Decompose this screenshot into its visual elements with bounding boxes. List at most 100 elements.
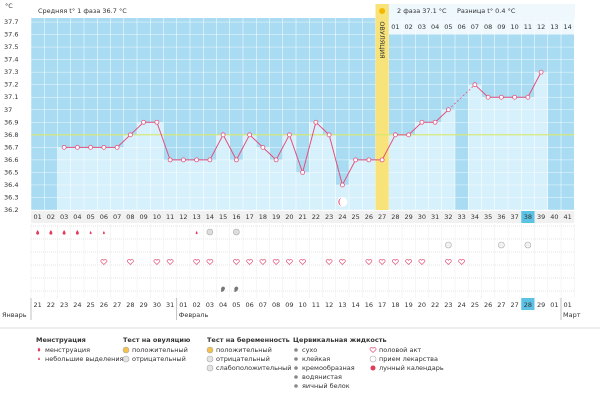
post-ovulation-day: 11	[524, 23, 532, 31]
temperature-bar	[57, 147, 71, 210]
day-number: 39	[537, 213, 545, 221]
temperature-point	[379, 157, 385, 163]
day-number: 16	[232, 213, 240, 221]
day-number: 40	[550, 213, 558, 221]
legend-title: Цервикальная жидкость	[293, 336, 387, 344]
date-label: 27	[497, 301, 505, 309]
temperature-point	[472, 82, 478, 88]
date-label: 30	[153, 301, 161, 309]
date-label: 02	[192, 301, 200, 309]
intercourse-icon	[246, 259, 253, 265]
date-label: 25	[86, 301, 94, 309]
date-label: 18	[391, 301, 399, 309]
day-number: 41	[563, 213, 571, 221]
date-label: 03	[206, 301, 214, 309]
day-number: 23	[325, 213, 333, 221]
date-label: 22	[431, 301, 439, 309]
temperature-bar	[296, 172, 310, 210]
today-cell	[521, 211, 535, 223]
legend-item: положительный	[216, 346, 272, 354]
temperature-point	[220, 132, 226, 138]
day-number: 35	[484, 213, 492, 221]
intercourse-icon	[286, 259, 293, 265]
legend-item: сухо	[302, 346, 317, 354]
temperature-point	[445, 107, 451, 113]
creamy-icon	[221, 286, 226, 292]
legend-icon	[206, 346, 214, 354]
temperature-point	[525, 94, 531, 100]
temperature-bar	[256, 147, 270, 210]
y-tick-label: 36.7	[4, 143, 18, 151]
legend-item: прием лекарства	[379, 355, 438, 363]
date-label: 21	[33, 301, 41, 309]
day-number: 13	[192, 213, 200, 221]
y-unit: °C	[5, 2, 13, 10]
temperature-bar	[150, 122, 164, 210]
day-number: 11	[166, 213, 174, 221]
y-tick-label: 37	[4, 106, 12, 114]
menstruation-icon	[49, 230, 53, 235]
today-date-cell	[521, 298, 535, 310]
temperature-point	[101, 144, 107, 150]
temperature-bar	[521, 97, 535, 210]
date-label: 27	[510, 301, 518, 309]
intercourse-icon	[325, 259, 333, 265]
y-tick-label: 36.9	[4, 118, 18, 126]
day-number: 24	[338, 213, 346, 221]
date-label: 23	[444, 301, 452, 309]
day-number: 03	[60, 213, 68, 221]
date-label: 01	[550, 301, 558, 309]
intercourse-icon	[445, 259, 452, 265]
day-row	[31, 211, 575, 223]
y-tick-label: 36.2	[4, 206, 18, 214]
legend-icon	[369, 347, 377, 353]
date-label: 29	[537, 301, 545, 309]
intercourse-icon	[259, 259, 267, 265]
day-number: 04	[73, 213, 81, 221]
intercourse-icon	[153, 259, 161, 265]
temperature-point	[247, 132, 253, 138]
temperature-bar	[84, 147, 98, 210]
date-label: 12	[325, 301, 333, 309]
day-number: 19	[272, 213, 280, 221]
date-label: 09	[285, 301, 293, 309]
intercourse-icon	[392, 259, 399, 265]
date-label: 05	[232, 301, 240, 309]
temperature-line	[64, 109, 449, 187]
temperature-point	[485, 94, 491, 100]
legend-icon	[206, 364, 214, 372]
y-tick-label: 37.2	[4, 81, 18, 89]
moon-icon	[338, 198, 343, 206]
day-number: 17	[245, 213, 253, 221]
intercourse-icon	[458, 259, 465, 265]
temperature-line	[474, 71, 542, 98]
date-label: 23	[60, 301, 68, 309]
day-number: 33	[457, 213, 465, 221]
post-ovulation-day: 12	[537, 23, 545, 31]
day-number: 10	[153, 213, 161, 221]
date-label: 04	[219, 301, 227, 309]
legend-title: Тест на беременность	[207, 336, 290, 344]
intercourse-icon	[206, 259, 214, 265]
intercourse-icon	[193, 259, 200, 265]
date-label: 10	[298, 301, 306, 309]
legend-title: Тест на овуляцию	[123, 336, 191, 344]
pregnancy-test-negative	[445, 241, 452, 249]
post-ovulation-day: 03	[418, 23, 426, 31]
temperature-point	[88, 144, 94, 150]
temperature-point	[273, 157, 279, 163]
temperature-point	[313, 119, 319, 125]
temperature-difference: Разница t° 0.4 °C	[457, 7, 516, 15]
intercourse-icon	[272, 259, 280, 265]
pregnancy-test-negative	[524, 241, 532, 249]
temperature-bar	[70, 147, 84, 210]
day-number: 34	[471, 213, 479, 221]
date-label: 26	[484, 301, 492, 309]
date-label: 16	[365, 301, 373, 309]
temperature-point	[406, 132, 412, 138]
temperature-point	[154, 119, 160, 125]
day-number: 07	[113, 213, 121, 221]
legend-item: лунный календарь	[379, 364, 444, 372]
post-ovulation-day: 14	[563, 23, 571, 31]
